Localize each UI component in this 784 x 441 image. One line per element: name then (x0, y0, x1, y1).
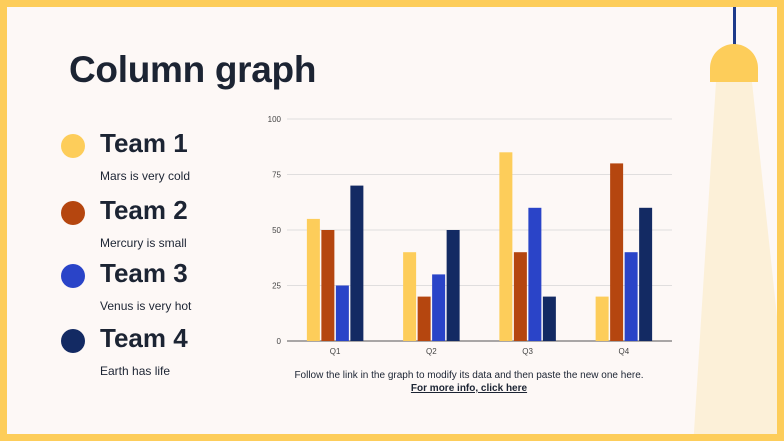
lamp-shade-icon (710, 44, 758, 82)
lamp-cord (733, 7, 736, 53)
legend-name-team-3: Team 3 (100, 258, 188, 288)
y-tick-label-75: 75 (272, 171, 281, 180)
bar-series-2-q2 (417, 296, 431, 341)
legend-desc-team-2: Mercury is small (100, 236, 187, 250)
more-info-link[interactable]: For more info, click here (410, 383, 528, 394)
bar-series-3-q2 (432, 274, 446, 341)
y-tick-label-25: 25 (272, 282, 281, 291)
y-tick-label-0: 0 (277, 337, 282, 346)
legend-dot-team-4 (61, 329, 85, 353)
legend-desc-team-1: Mars is very cold (100, 169, 191, 183)
y-tick-label-50: 50 (272, 226, 281, 235)
y-tick-label-100: 100 (268, 115, 282, 124)
page-title: Column graph (69, 49, 317, 90)
legend-desc-team-4: Earth has life (100, 364, 171, 378)
legend-name-team-1: Team 1 (100, 128, 188, 158)
legend-dot-team-1 (61, 134, 85, 158)
legend-dot-team-3 (61, 264, 85, 288)
bar-series-3-q3 (528, 207, 542, 341)
bar-series-3-q4 (624, 252, 638, 341)
bar-series-2-q3 (513, 252, 527, 341)
bar-series-3-q1 (335, 285, 349, 341)
bar-series-4-q2 (446, 230, 460, 341)
bar-series-4-q3 (542, 296, 556, 341)
x-tick-label-q3: Q3 (522, 347, 533, 356)
bar-series-2-q1 (321, 230, 335, 341)
bar-series-2-q4 (610, 163, 624, 341)
bar-series-4-q4 (639, 207, 653, 341)
bar-series-1-q2 (403, 252, 417, 341)
bar-series-1-q1 (306, 218, 320, 341)
bar-series-1-q4 (595, 296, 609, 341)
x-tick-label-q1: Q1 (330, 347, 341, 356)
footer-text: Follow the link in the graph to modify i… (294, 370, 644, 381)
bar-series-1-q3 (499, 152, 513, 341)
x-tick-label-q2: Q2 (426, 347, 437, 356)
x-tick-label-q4: Q4 (619, 347, 630, 356)
column-chart[interactable]: 0 25 50 75 100 Q1 Q2 Q3 Q4 (257, 113, 677, 365)
legend-name-team-4: Team 4 (100, 323, 188, 353)
bar-series-4-q1 (350, 185, 364, 341)
legend-name-team-2: Team 2 (100, 195, 188, 225)
legend-desc-team-3: Venus is very hot (100, 299, 192, 313)
legend-dot-team-2 (61, 201, 85, 225)
